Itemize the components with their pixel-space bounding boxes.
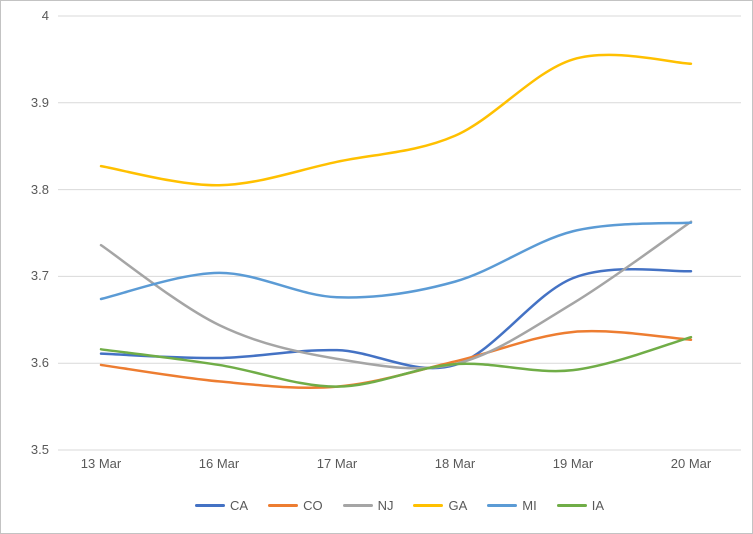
legend-swatch-icon (195, 504, 225, 507)
y-tick-label: 3.9 (30, 94, 49, 110)
y-tick-label: 4 (41, 8, 49, 23)
legend-item-ga: GA (413, 498, 467, 513)
y-tick-label: 3.6 (30, 355, 49, 371)
legend-swatch-icon (556, 504, 587, 507)
series-line-mi (99, 221, 693, 301)
x-tick-label: 18 Mar (434, 456, 476, 471)
x-tick-label: 19 Mar (552, 456, 594, 471)
legend-label: GA (448, 498, 468, 513)
legend-swatch-icon (268, 504, 299, 507)
legend-label: CO (303, 498, 323, 513)
x-tick-label: 17 Mar (316, 456, 358, 471)
legend-item-ia: IA (556, 498, 604, 513)
legend-label: NJ (377, 498, 394, 513)
legend-item-ca: CA (195, 498, 248, 513)
y-tick-label: 3.8 (30, 181, 49, 197)
x-tick-label: 16 Mar (198, 456, 240, 471)
legend-label: CA (230, 498, 249, 513)
legend-label: IA (591, 498, 604, 513)
legend-swatch-icon (342, 504, 373, 507)
x-tick-label: 13 Mar (80, 456, 122, 471)
legend: CA CO NJ GA MI IA (58, 498, 741, 513)
legend-label: MI (522, 498, 537, 513)
series-line-ia (99, 335, 693, 388)
y-tick-label: 3.7 (30, 268, 49, 284)
legend-item-mi: MI (487, 498, 537, 513)
legend-swatch-icon (487, 504, 518, 507)
series-line-nj (99, 220, 693, 370)
series-line-ca (99, 267, 693, 370)
y-tick-label: 3.5 (30, 442, 49, 457)
legend-item-nj: NJ (342, 498, 394, 513)
legend-swatch-icon (413, 504, 444, 507)
series-line-ga (99, 53, 693, 187)
x-tick-label: 20 Mar (670, 456, 712, 471)
legend-item-co: CO (268, 498, 323, 513)
